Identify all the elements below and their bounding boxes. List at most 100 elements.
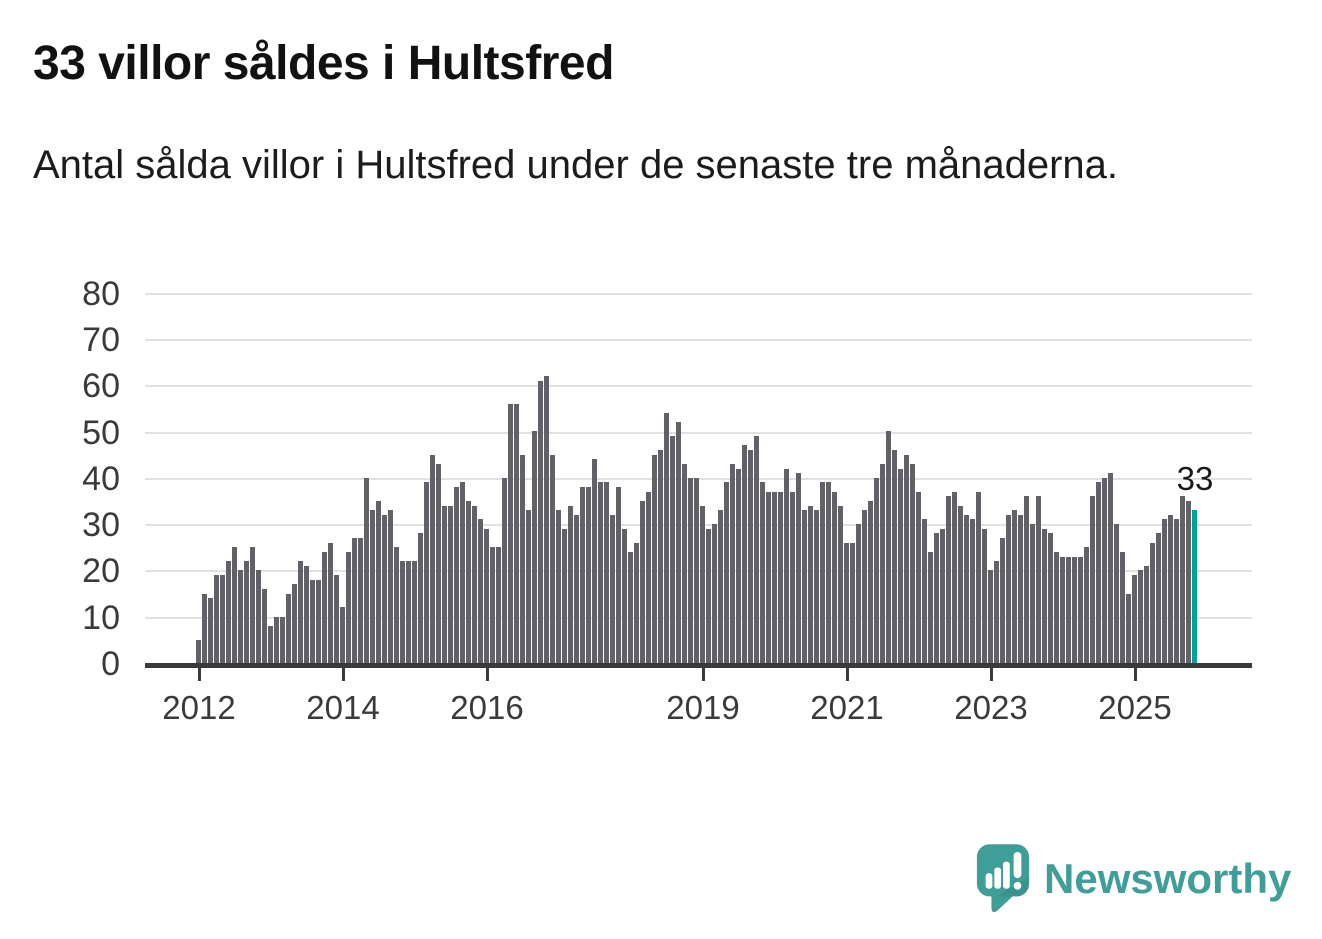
- bar: [808, 506, 813, 663]
- bar: [790, 492, 795, 663]
- bar: [922, 519, 927, 663]
- bar: [262, 589, 267, 663]
- bar: [664, 413, 669, 663]
- bar: [616, 487, 621, 663]
- bar: [322, 552, 327, 663]
- bar: [370, 510, 375, 663]
- bar: [208, 598, 213, 663]
- bar: [382, 515, 387, 663]
- bar: [256, 570, 261, 663]
- bar: [1156, 533, 1161, 663]
- bar: [1090, 496, 1095, 663]
- bar: [334, 575, 339, 663]
- bar: [916, 492, 921, 663]
- bar: [988, 570, 993, 663]
- x-axis-tick-label: 2016: [450, 689, 524, 726]
- bar: [490, 547, 495, 663]
- bar: [292, 584, 297, 663]
- page-title: 33 villor såldes i Hultsfred: [33, 37, 614, 90]
- bar: [970, 519, 975, 663]
- bar: [994, 561, 999, 663]
- bar: [1168, 515, 1173, 663]
- bar: [454, 487, 459, 663]
- bar: [874, 478, 879, 663]
- bar: [358, 538, 363, 663]
- bar: [952, 492, 957, 663]
- bar: [844, 543, 849, 663]
- bar: [460, 482, 465, 663]
- bar: [1054, 552, 1059, 663]
- bar: [568, 506, 573, 663]
- bar: [772, 492, 777, 663]
- bar: [1078, 557, 1083, 663]
- bar: [442, 506, 447, 663]
- bar: [202, 594, 207, 663]
- bar: [778, 492, 783, 663]
- bar: [1084, 547, 1089, 663]
- bar: [586, 487, 591, 663]
- y-axis-tick-label: 80: [82, 275, 120, 313]
- y-axis-tick-label: 30: [82, 506, 120, 544]
- bar: [628, 552, 633, 663]
- bar: [466, 501, 471, 663]
- bar: [1174, 519, 1179, 663]
- bar: [820, 482, 825, 663]
- bar: [376, 501, 381, 663]
- bar: [1132, 575, 1137, 663]
- y-axis-tick-label: 10: [82, 599, 120, 637]
- bar: [346, 552, 351, 663]
- bar: [1126, 594, 1131, 663]
- bar: [298, 561, 303, 663]
- bar: [196, 640, 201, 663]
- bar: [424, 482, 429, 663]
- gridline: [145, 293, 1252, 295]
- bar: [328, 543, 333, 663]
- y-axis-tick-label: 20: [82, 552, 120, 590]
- bar: [796, 473, 801, 663]
- bar: [682, 464, 687, 663]
- bar: [1060, 557, 1065, 663]
- bar: [652, 455, 657, 663]
- x-axis-tick: [846, 668, 849, 681]
- bar: [598, 482, 603, 663]
- x-axis-tick-label: 2012: [162, 689, 236, 726]
- bar: [622, 529, 627, 663]
- bar: [640, 501, 645, 663]
- bar: [340, 607, 345, 663]
- bar: [1012, 510, 1017, 663]
- bar: [676, 422, 681, 663]
- bar: [400, 561, 405, 663]
- bar: [754, 436, 759, 663]
- x-axis-tick: [702, 668, 705, 681]
- bar: [472, 506, 477, 663]
- bar: [670, 436, 675, 663]
- bar: [718, 510, 723, 663]
- bar: [784, 469, 789, 663]
- bar: [550, 455, 555, 663]
- x-axis-tick: [486, 668, 489, 681]
- bar: [280, 617, 285, 663]
- bar: [352, 538, 357, 663]
- bar: [646, 492, 651, 663]
- bar: [478, 519, 483, 663]
- bar: [730, 464, 735, 663]
- bar: [214, 575, 219, 663]
- bar: [304, 566, 309, 663]
- bar: [958, 506, 963, 663]
- y-axis-tick-label: 0: [101, 645, 120, 683]
- bar: [508, 404, 513, 663]
- bar: [658, 450, 663, 663]
- bar: [850, 543, 855, 663]
- bar: [232, 547, 237, 663]
- newsworthy-logo: Newsworthy: [975, 843, 1291, 922]
- bar: [556, 510, 561, 663]
- bar: [736, 469, 741, 663]
- bar: [1042, 529, 1047, 663]
- bar: [412, 561, 417, 663]
- bar: [838, 506, 843, 663]
- bar: [316, 580, 321, 663]
- bar: [856, 524, 861, 663]
- bar: [976, 492, 981, 663]
- bar: [1114, 524, 1119, 663]
